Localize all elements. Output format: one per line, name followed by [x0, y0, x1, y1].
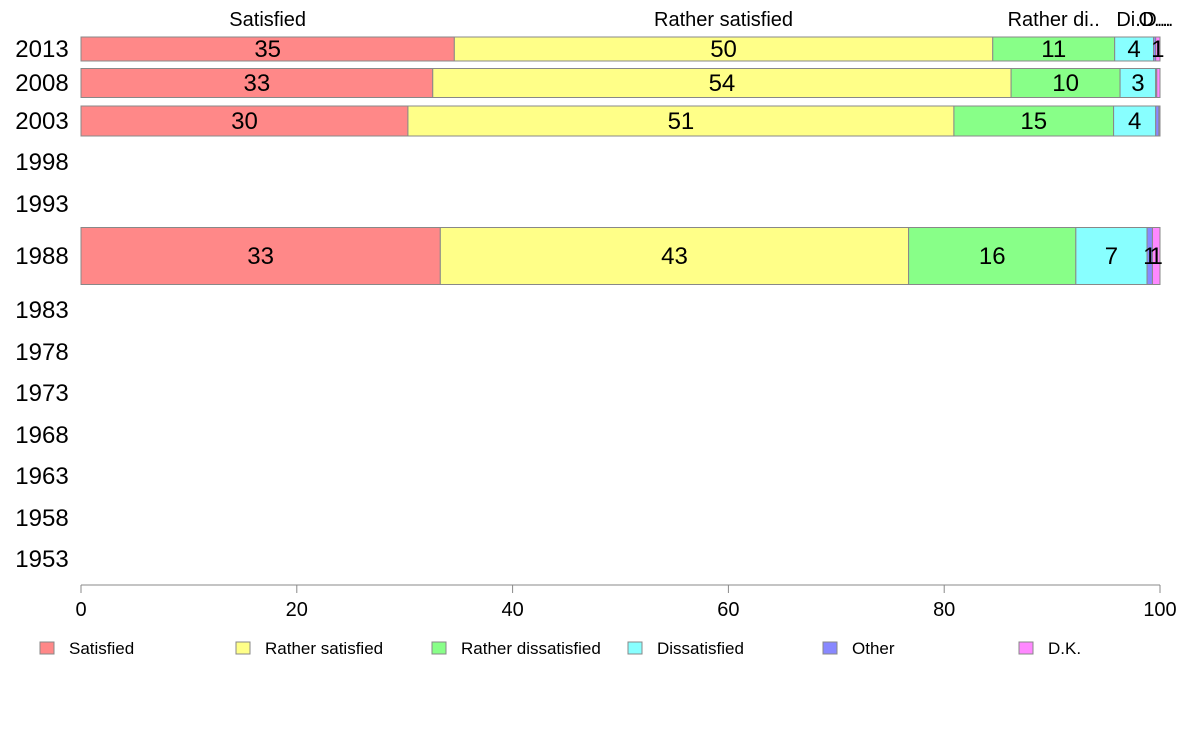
legend-swatch-1 — [235, 641, 251, 655]
x-tick-label-60: 60 — [717, 599, 739, 621]
data-label-2008-2: 10 — [1052, 70, 1079, 97]
x-tick-label-40: 40 — [501, 599, 523, 621]
legend-label-1: Rather satisfied — [265, 639, 383, 658]
legend: Satisfied Rather satisfied Rather dissatis… — [39, 639, 1081, 658]
y-tick-label-2008: 2008 — [15, 70, 68, 97]
bar-2013-1 — [453, 36, 994, 62]
legend-swatch-2 — [431, 641, 447, 655]
data-label-2003-2: 15 — [1020, 108, 1047, 135]
data-label-2013-3: 4 — [1127, 36, 1140, 63]
x-axis: 0 20 40 60 80 100 — [75, 584, 1177, 621]
bar-2003-5 — [1158, 105, 1161, 137]
y-tick-label-1973: 1973 — [15, 380, 68, 407]
data-label-2008-0: 33 — [244, 70, 271, 97]
data-label-1988-4: 1 — [1143, 243, 1156, 270]
bar-2008-3 — [1119, 68, 1157, 98]
data-label-1988-0: 33 — [247, 243, 274, 270]
legend-swatch-0 — [39, 641, 55, 655]
y-tick-labels: 2013 2008 2003 1998 1993 1988 1983 1978 1973 1968… — [15, 36, 68, 573]
y-tick-label-1983: 1983 — [15, 297, 68, 324]
header-label-5: D... — [1142, 9, 1173, 31]
legend-label-2: Rather dissatisfied — [461, 639, 601, 658]
y-tick-label-1978: 1978 — [15, 339, 68, 366]
y-tick-label-2013: 2013 — [15, 36, 68, 63]
legend-label-3: Dissatisfied — [657, 639, 744, 658]
data-label-2013-0: 35 — [254, 36, 281, 63]
bar-2013-0 — [80, 36, 455, 62]
bar-2013-2 — [992, 36, 1116, 62]
bar-2003-2 — [953, 105, 1115, 137]
bar-2008-0 — [80, 68, 434, 98]
legend-swatch-5 — [1018, 641, 1034, 655]
bar-1988-2 — [908, 227, 1077, 285]
x-tick-label-20: 20 — [286, 599, 308, 621]
data-label-2008-3: 3 — [1131, 70, 1144, 97]
header-label-4: O... — [1138, 9, 1170, 31]
data-label-2013-1: 50 — [710, 36, 737, 63]
bar-2008-2 — [1010, 68, 1121, 98]
data-label-2013-2: 11 — [1041, 36, 1066, 63]
bar-2008-1 — [432, 68, 1012, 98]
data-label-1988-2: 16 — [979, 243, 1006, 270]
legend-label-5: D.K. — [1048, 639, 1081, 658]
bars-layer: 35 50 11 4 133 54 10 330 51 15 433 43 16 7 11 — [80, 36, 1165, 285]
data-label-2003-0: 30 — [231, 108, 258, 135]
series-header-labels: Satisfied Rather satisfied Rather di.. Di..… — [229, 9, 1173, 31]
data-label-2003-3: 4 — [1128, 108, 1141, 135]
header-label-3: Di... — [1116, 9, 1152, 31]
legend-swatch-3 — [627, 641, 643, 655]
header-label-0: Satisfied — [229, 9, 306, 31]
legend-label-4: Other — [852, 639, 895, 658]
bar-2013-5 — [1155, 36, 1161, 62]
legend-label-0: Satisfied — [69, 639, 134, 658]
y-tick-label-1988: 1988 — [15, 243, 68, 270]
y-tick-label-1953: 1953 — [15, 546, 68, 573]
data-label-2013-5: 1 — [1151, 36, 1164, 63]
y-tick-label-1998: 1998 — [15, 149, 68, 176]
bar-1988-5 — [1151, 227, 1161, 285]
y-tick-label-2003: 2003 — [15, 108, 68, 135]
data-label-2008-1: 54 — [709, 70, 736, 97]
data-label-2003-1: 51 — [668, 108, 695, 135]
bar-2003-0 — [80, 105, 409, 137]
legend-swatch-4 — [822, 641, 838, 655]
bar-1988-3 — [1075, 227, 1148, 285]
x-tick-label-80: 80 — [933, 599, 955, 621]
y-tick-label-1993: 1993 — [15, 191, 68, 218]
header-label-1: Rather satisfied — [654, 9, 793, 31]
bar-1988-0 — [80, 227, 441, 285]
y-tick-label-1958: 1958 — [15, 505, 68, 532]
x-tick-label-100: 100 — [1143, 599, 1176, 621]
bar-1988-1 — [439, 227, 910, 285]
header-label-2: Rather di.. — [1008, 9, 1100, 31]
data-label-1988-3: 7 — [1105, 243, 1118, 270]
data-label-1988-1: 43 — [661, 243, 688, 270]
y-tick-label-1963: 1963 — [15, 463, 68, 490]
data-label-1988-5: 1 — [1150, 243, 1163, 270]
y-tick-label-1968: 1968 — [15, 422, 68, 449]
x-tick-label-0: 0 — [75, 599, 86, 621]
bar-2008-5 — [1156, 68, 1161, 98]
